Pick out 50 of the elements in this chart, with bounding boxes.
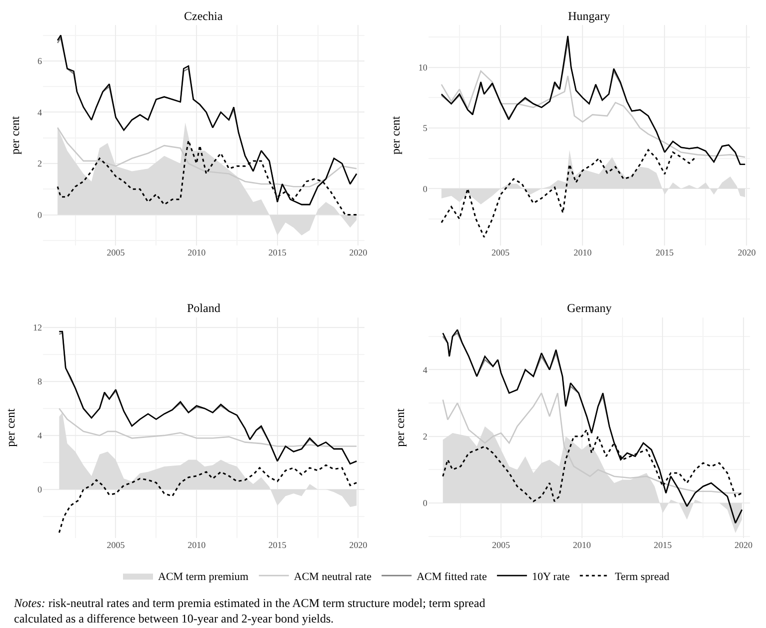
y-tick-label: 4: [422, 364, 428, 375]
x-tick-label: 2020: [738, 248, 756, 258]
y-tick-label: 0: [422, 184, 428, 194]
y-tick-label: 0: [38, 210, 42, 220]
x-tick-label: 2015: [268, 248, 287, 258]
y-axis-title: per cent: [388, 115, 403, 154]
legend-label: ACM fitted rate: [416, 570, 487, 583]
y-tick-label: 8: [38, 376, 42, 387]
y-axis-title: per cent: [393, 408, 408, 447]
y-tick-label: 0: [422, 498, 428, 508]
chart-title: Czechia: [184, 9, 224, 23]
chart-title: Poland: [187, 301, 220, 315]
line-series: [58, 464, 358, 534]
legend-label: Term spread: [614, 570, 670, 583]
y-tick-label: 0: [38, 484, 42, 495]
x-tick-label: 2010: [188, 248, 206, 258]
y-tick-label: 5: [422, 123, 428, 134]
x-tick-label: 2020: [349, 248, 368, 258]
x-tick-label: 2015: [268, 540, 287, 550]
x-tick-label: 2010: [572, 540, 592, 550]
x-tick-label: 2005: [492, 248, 510, 258]
text: Notes: risk-neutral rates and term premia estimated in the ACM term structure model; term spread calculated as a difference between 10-year and 2-year bond yields.: [13, 596, 486, 626]
chart-title: Germany: [567, 301, 612, 315]
x-tick-label: 2020: [734, 540, 754, 550]
y-axis-title: per cent: [3, 408, 18, 447]
line-series: [56, 126, 358, 188]
legend-label: ACM neutral rate: [294, 570, 372, 583]
y-tick-label: 10: [418, 62, 428, 73]
x-tick-label: 2015: [656, 248, 674, 258]
y-axis-title: per cent: [8, 115, 22, 154]
x-tick-label: 2005: [492, 540, 511, 550]
legend-label: ACM term premium: [158, 570, 249, 583]
x-tick-label: 2015: [654, 540, 672, 550]
y-tick-label: 4: [38, 107, 42, 118]
y-tick-label: 12: [33, 322, 42, 333]
y-tick-label: 2: [38, 158, 42, 169]
legend-label: 10Y rate: [532, 570, 570, 583]
chart-title: Hungary: [568, 9, 610, 23]
y-tick-label: 4: [38, 430, 42, 441]
x-tick-label: 2005: [106, 248, 126, 258]
x-tick-label: 2010: [188, 540, 206, 550]
x-tick-label: 2020: [349, 540, 368, 550]
x-tick-label: 2010: [574, 248, 592, 258]
line-series: [440, 70, 746, 158]
y-tick-label: 2: [422, 432, 428, 442]
x-tick-label: 2005: [106, 540, 126, 550]
line-series: [58, 408, 358, 447]
line-series: [442, 392, 743, 494]
line-series: [440, 149, 697, 238]
y-tick-label: 6: [38, 56, 42, 66]
